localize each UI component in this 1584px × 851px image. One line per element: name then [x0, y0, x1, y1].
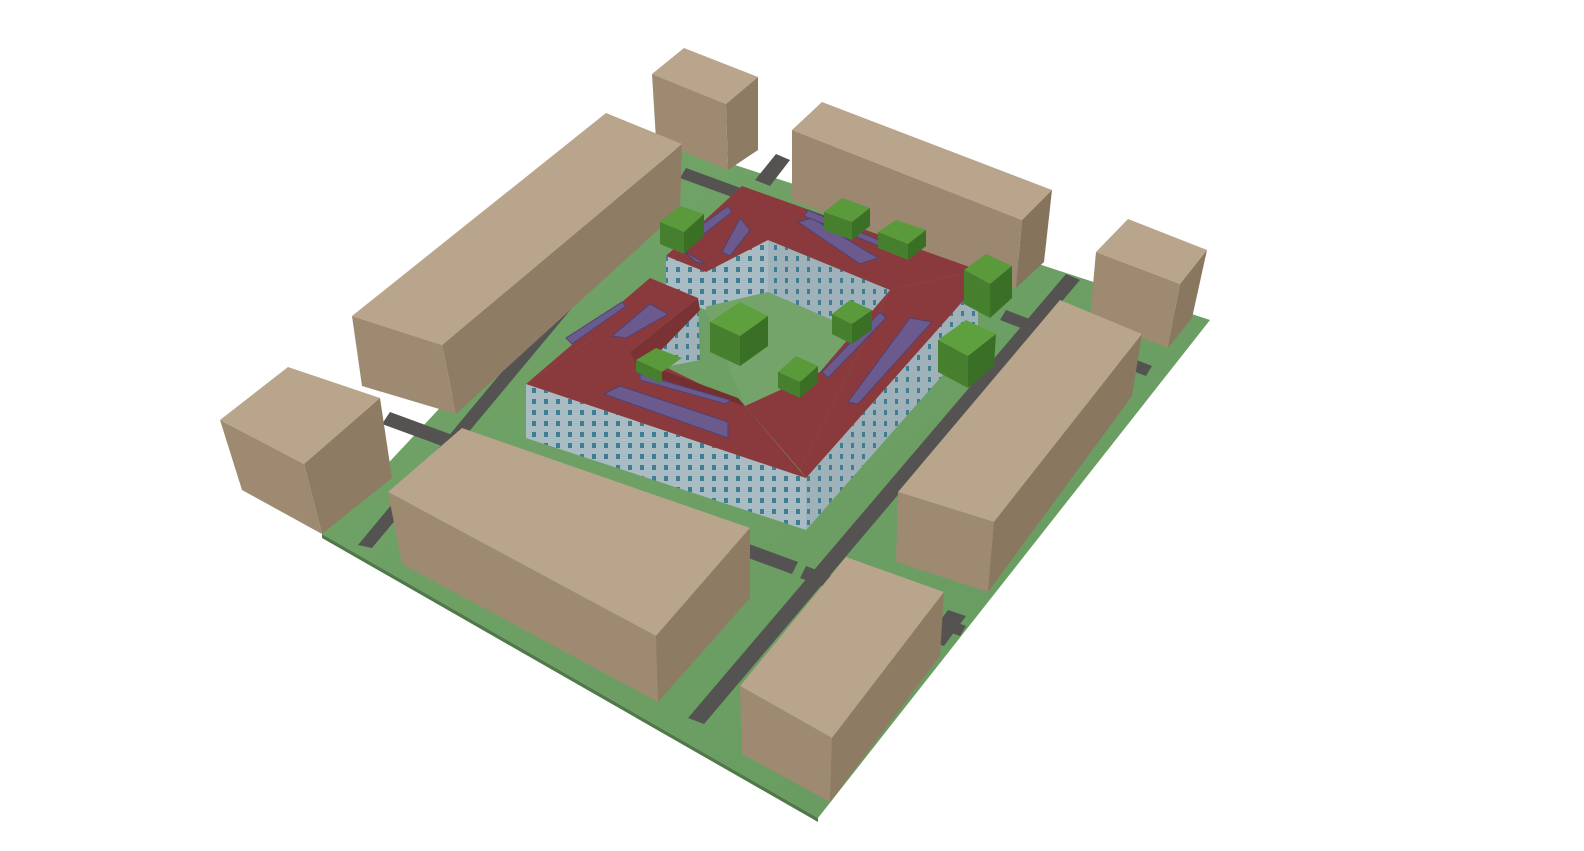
- neighbor-left-face: [352, 316, 456, 414]
- neighbor-right-face: [442, 144, 682, 414]
- neighbor-left-face: [388, 492, 658, 702]
- neighbor-building-west-long: [352, 113, 682, 414]
- neighbor-top: [740, 557, 944, 738]
- neighbor-top: [1096, 219, 1207, 284]
- solar-panel-icon: [796, 217, 880, 265]
- cube-tree-icon: [636, 348, 682, 384]
- cube-tree-icon: [878, 220, 926, 260]
- neighbor-right-face: [1168, 250, 1207, 348]
- neighbor-top: [352, 113, 682, 345]
- cube-tree-icon: [660, 206, 704, 254]
- cube-tree-icon: [964, 254, 1012, 318]
- neighbor-top: [792, 102, 1052, 220]
- neighbor-right-face: [1016, 190, 1052, 288]
- solar-panel-icon: [847, 317, 933, 405]
- cube-tree-icon: [778, 356, 818, 398]
- neighbor-left-face: [220, 420, 322, 534]
- roof-east-wing: [800, 270, 978, 478]
- cube-tree-icon: [710, 302, 768, 366]
- neighbor-left-face: [792, 130, 1022, 288]
- neighbor-building-north-long: [792, 102, 1052, 288]
- neighbor-right-face: [830, 592, 944, 802]
- neighbor-building-southeast: [740, 557, 944, 802]
- tree-group: [636, 198, 1012, 398]
- cube-tree-icon: [824, 198, 870, 240]
- cube-tree-icon: [938, 320, 996, 388]
- solar-panel-icon: [610, 303, 670, 339]
- neighbor-right-face: [304, 398, 392, 534]
- target-block: [526, 186, 978, 530]
- neighbor-building-south-long: [388, 428, 750, 702]
- neighbor-top: [652, 48, 758, 104]
- outer-facade-south-east: [806, 282, 978, 530]
- neighbor-building-east-long: [896, 300, 1142, 592]
- neighbor-top: [388, 428, 750, 636]
- roof-west-wing: [526, 278, 698, 384]
- neighbor-top: [898, 300, 1142, 522]
- cube-tree-icon: [832, 300, 872, 344]
- solar-panel-icon: [639, 373, 731, 405]
- neighbor-top: [220, 367, 380, 464]
- solar-panel-icon: [721, 217, 751, 257]
- neighbor-building-west-small: [220, 367, 392, 534]
- roof-courtyard-edge: [640, 362, 745, 406]
- neighbor-left-face: [896, 492, 994, 592]
- solar-panel-icon: [681, 249, 707, 265]
- solar-panel-icon: [565, 301, 627, 345]
- street-east: [688, 274, 1080, 724]
- neighbor-right-face: [988, 334, 1142, 592]
- neighbor-right-face: [726, 77, 758, 170]
- neighbor-right-face: [656, 528, 750, 702]
- neighbor-left-face: [740, 686, 832, 802]
- solar-panel-icon: [602, 385, 729, 439]
- street-north-spur: [755, 154, 790, 186]
- outer-facade-south-west: [526, 384, 806, 530]
- ground-edge: [322, 534, 818, 822]
